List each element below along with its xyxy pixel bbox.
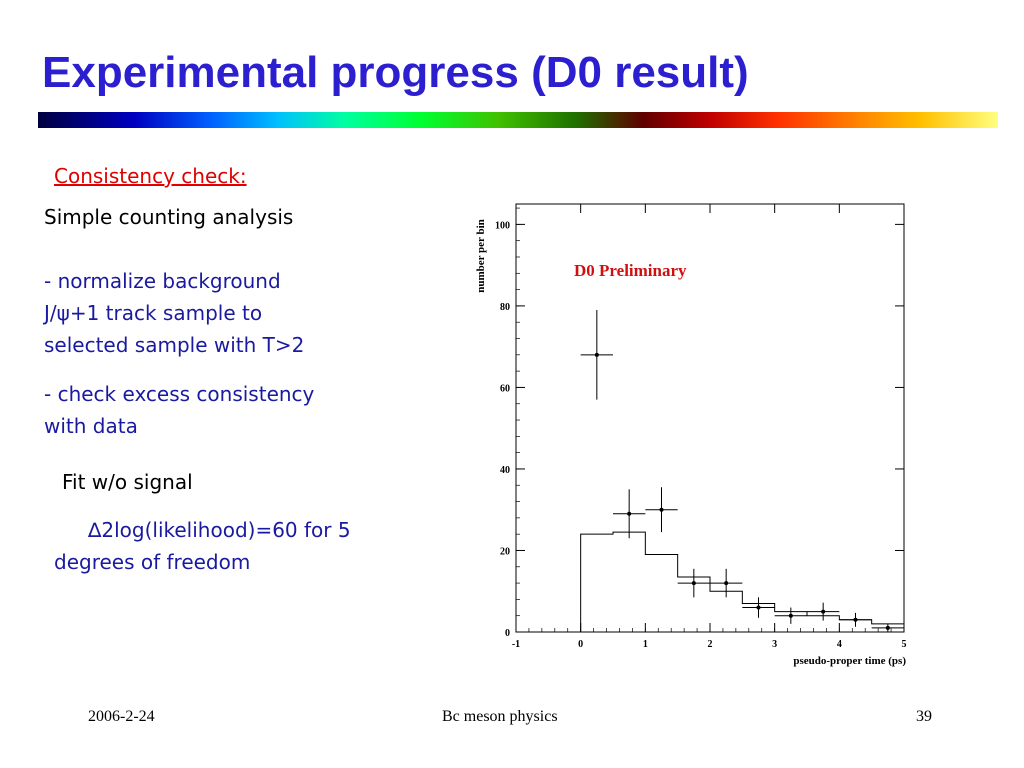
x-tick-label: 2 (708, 639, 713, 650)
excess-line: - check excess consistency (44, 382, 315, 406)
data-point (871, 623, 904, 632)
analysis-heading: Simple counting analysis (44, 205, 294, 229)
y-axis-label: number per bin (475, 219, 487, 293)
title-gradient-bar (38, 112, 998, 128)
data-point (645, 487, 678, 533)
data-point (807, 602, 840, 621)
page-number: 39 (916, 708, 932, 725)
data-point (580, 309, 613, 400)
x-tick-label: 1 (643, 639, 648, 650)
data-point (710, 568, 743, 598)
slide-title: Experimental progress (D0 result) (42, 48, 749, 97)
y-tick-label: 40 (500, 465, 510, 476)
data-point (839, 612, 872, 627)
footer-date: 2006-2-24 (88, 708, 155, 725)
x-tick-label: 0 (578, 639, 583, 650)
consistency-heading-text: Consistency check: (54, 164, 247, 188)
point-marker (885, 625, 890, 630)
point-marker (594, 352, 599, 357)
point-marker (691, 581, 696, 586)
point-marker (659, 507, 664, 512)
consistency-heading: Consistency check: (54, 160, 247, 192)
data-point (677, 568, 710, 598)
excess-line: with data (44, 414, 138, 438)
data-point (742, 597, 775, 618)
y-tick-label: 100 (495, 220, 510, 231)
x-tick-label: 4 (837, 639, 842, 650)
normalize-line: - normalize background (44, 269, 281, 293)
y-tick-label: 60 (500, 383, 510, 394)
excess-bullet: - check excess consistency with data (44, 378, 314, 442)
likelihood-text: ∆2log(likelihood)=60 for 5 degrees of fr… (54, 514, 351, 578)
normalize-bullet: - normalize background J/ψ+1 track sampl… (44, 265, 304, 361)
fit-heading: Fit w/o signal (62, 470, 193, 494)
likelihood-line: degrees of freedom (54, 550, 251, 574)
chart-annotation: D0 Preliminary (574, 261, 687, 280)
y-tick-label: 20 (500, 546, 510, 557)
likelihood-line: ∆2log(likelihood)=60 for 5 (88, 518, 351, 542)
normalize-line: J/ψ+1 track sample to (44, 301, 263, 325)
point-marker (627, 511, 632, 516)
point-marker (788, 613, 793, 618)
data-point (613, 489, 646, 539)
normalize-line: selected sample with T>2 (44, 333, 305, 357)
y-tick-label: 0 (505, 628, 510, 639)
data-point (774, 607, 807, 624)
x-axis-label: pseudo-proper time (ps) (793, 655, 906, 667)
x-tick-label: -1 (512, 639, 520, 650)
y-tick-label: 80 (500, 302, 510, 313)
point-marker (821, 609, 826, 614)
x-tick-label: 5 (902, 639, 907, 650)
point-marker (724, 581, 729, 586)
x-tick-label: 3 (772, 639, 777, 650)
point-marker (756, 605, 761, 610)
data-points-group (580, 309, 904, 632)
footer-title: Bc meson physics (442, 708, 558, 725)
point-marker (853, 617, 858, 622)
